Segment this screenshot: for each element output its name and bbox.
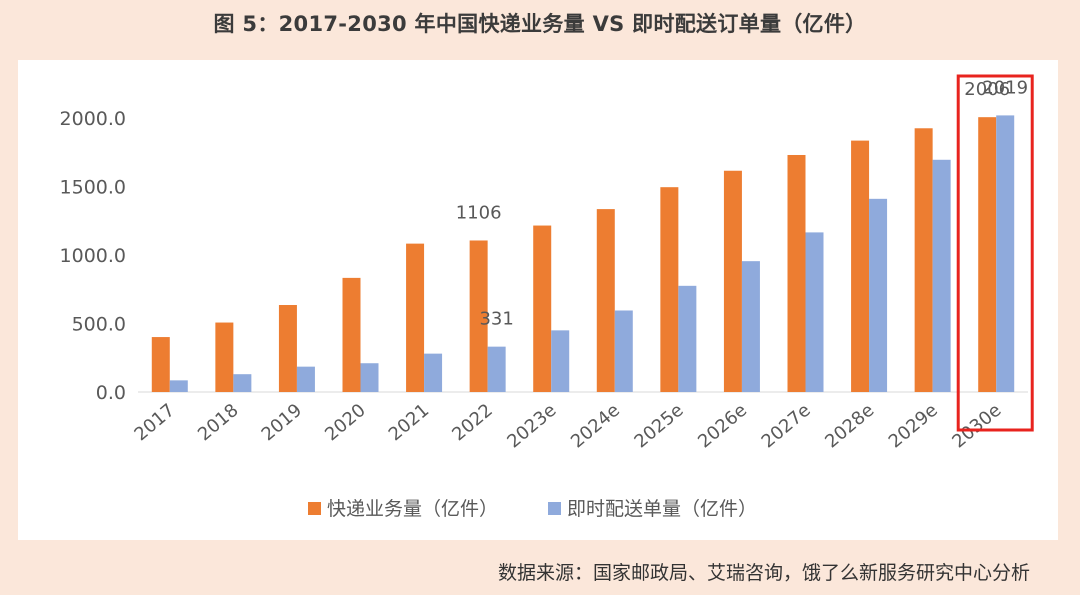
express-bar [978, 117, 997, 392]
instant-bar [932, 159, 951, 392]
y-tick-label: 500.0 [72, 314, 126, 336]
instant-bar [614, 310, 633, 392]
legend-swatch-instant [548, 502, 561, 515]
legend-swatch-express [308, 502, 321, 515]
x-tick-label: 2017 [130, 400, 179, 446]
data-label: 2019 [982, 77, 1028, 98]
data-label: 1106 [456, 202, 502, 223]
legend-label-instant: 即时配送单量（亿件） [567, 498, 757, 520]
instant-bar [551, 330, 570, 392]
instant-bar [487, 346, 506, 392]
x-tick-label: 2021 [385, 400, 434, 446]
data-label: 2006 [964, 79, 1010, 100]
x-tick-label: 2020 [321, 400, 370, 446]
y-tick-label: 0.0 [96, 382, 126, 404]
express-bar [469, 240, 488, 392]
x-tick-label: 2022 [448, 400, 497, 446]
instant-bar [869, 198, 888, 392]
express-bar [215, 322, 234, 392]
chart-panel: 0.0 500.0 1000.0 1500.0 2000.0 2017 2018 2019 20… [18, 60, 1058, 540]
y-tick-label: 1000.0 [60, 245, 126, 267]
instant-bar [233, 374, 252, 392]
instant-bar [805, 232, 824, 392]
legend-label-express: 快递业务量（亿件） [327, 498, 498, 520]
x-tick-label: 2028e [821, 400, 878, 453]
x-tick-label: 2026e [694, 400, 751, 453]
highlight-box [956, 74, 1034, 432]
data-label: 331 [479, 309, 513, 330]
express-bar [278, 305, 297, 392]
x-tick-label: 2024e [567, 400, 624, 453]
instant-bar [424, 353, 443, 392]
x-tick-label: 2019 [258, 400, 307, 446]
express-bar [914, 128, 933, 392]
instant-bar [741, 261, 760, 392]
instant-bar [296, 366, 315, 392]
instant-bar [169, 380, 188, 392]
express-bar [533, 225, 552, 392]
x-tick-label: 2029e [885, 400, 942, 453]
express-bar [406, 243, 425, 392]
chart-title: 图 5：2017-2030 年中国快递业务量 VS 即时配送订单量（亿件） [213, 12, 867, 36]
express-bar [342, 277, 361, 392]
instant-bar [996, 115, 1015, 392]
express-bar [151, 337, 170, 392]
instant-bar [360, 363, 379, 392]
express-bar [723, 170, 742, 392]
express-bar [596, 209, 615, 392]
data-source-note: 数据来源：国家邮政局、艾瑞咨询，饿了么新服务研究中心分析 [497, 562, 1030, 584]
y-tick-label: 2000.0 [60, 108, 126, 130]
instant-bar [678, 285, 697, 392]
express-bar [787, 154, 806, 392]
x-tick-label: 2023e [503, 400, 560, 453]
x-tick-label: 2025e [630, 400, 687, 453]
y-tick-label: 1500.0 [60, 177, 126, 199]
express-bar [851, 140, 870, 392]
x-tick-label: 2018 [194, 400, 243, 446]
express-bar [660, 187, 679, 392]
x-tick-label: 2027e [758, 400, 815, 453]
